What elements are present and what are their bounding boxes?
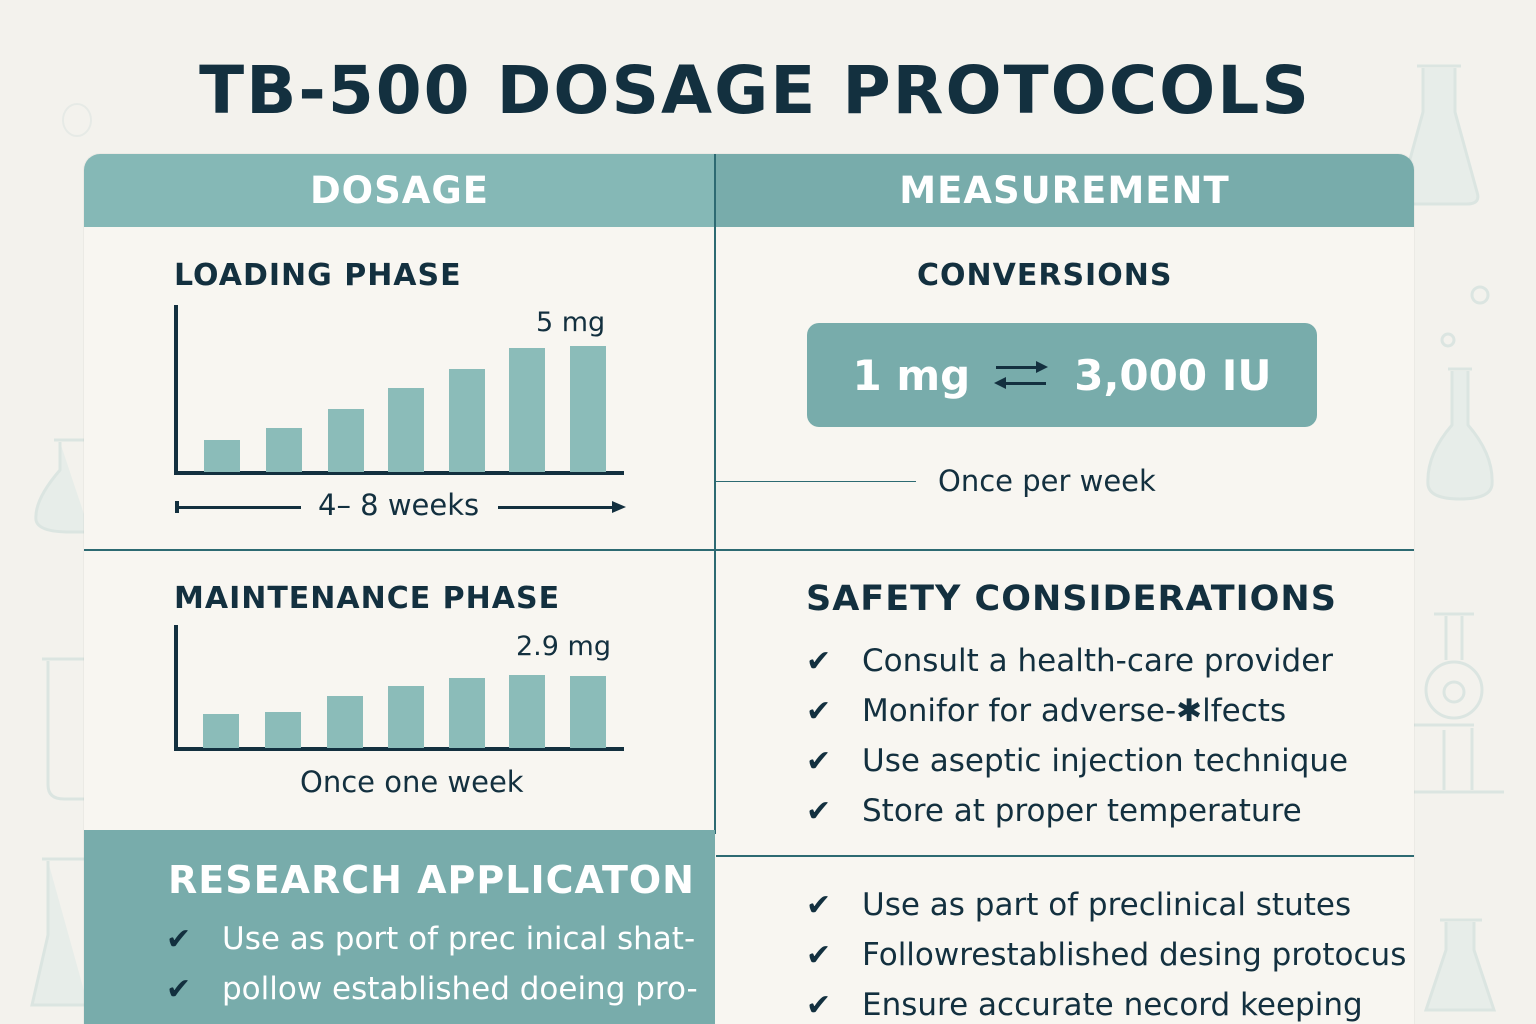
chart-bar bbox=[388, 686, 424, 748]
conversion-mg-value: 1 mg bbox=[852, 350, 971, 400]
x-axis bbox=[174, 471, 624, 475]
list-item-text: Use aseptic injection technique bbox=[862, 743, 1349, 779]
check-icon: ✔ bbox=[806, 693, 832, 729]
flask-decoration-icon bbox=[34, 438, 90, 534]
check-icon: ✔ bbox=[166, 971, 192, 1007]
dosage-column-header: DOSAGE bbox=[84, 154, 715, 227]
check-icon: ✔ bbox=[806, 643, 832, 679]
test-tube-decoration-icon bbox=[42, 657, 88, 801]
range-line-right bbox=[498, 506, 612, 509]
protocol-table: DOSAGE MEASUREMENT LOADING PHASE 5 mg 4–… bbox=[84, 154, 1414, 1024]
chart-bar bbox=[203, 714, 239, 748]
research-application-panel: RESEARCH APPLICATON ✔ Use as port of prec… bbox=[84, 830, 715, 1024]
conversions-title: CONVERSIONS bbox=[917, 258, 1173, 293]
x-axis bbox=[174, 747, 624, 751]
chart-bar bbox=[509, 675, 545, 748]
list-item-text: Consult a health-care provider bbox=[862, 643, 1334, 679]
bubble-decoration-icon bbox=[1440, 332, 1456, 348]
chart-bar bbox=[204, 440, 240, 472]
arrow-right-icon bbox=[612, 501, 626, 513]
flask-decoration-icon bbox=[1423, 918, 1497, 1012]
research-list-left: ✔ Use as port of prec inical shat- ✔ pollo… bbox=[166, 914, 698, 1014]
list-item-text: Ensure accurate necord keeping bbox=[862, 987, 1363, 1023]
chart-bar bbox=[509, 348, 545, 472]
y-axis bbox=[174, 625, 178, 751]
conversion-iu-value: 3,000 IU bbox=[1074, 350, 1272, 400]
measurement-column-header: MEASUREMENT bbox=[715, 154, 1414, 227]
beaker-decoration-icon bbox=[30, 857, 88, 1007]
check-icon: ✔ bbox=[806, 743, 832, 779]
chart-bar bbox=[570, 676, 606, 748]
list-item: ✔ Consult a health-care provider bbox=[806, 636, 1348, 686]
list-item: ✔ Use aseptic injection technique bbox=[806, 736, 1348, 786]
maintenance-phase-chart: 2.9 mg bbox=[174, 625, 624, 753]
maintenance-frequency-label: Once one week bbox=[300, 765, 524, 799]
list-item: ✔ pollow established doeing pro- bbox=[166, 964, 698, 1014]
swap-arrows-icon bbox=[994, 358, 1050, 392]
check-icon: ✔ bbox=[806, 793, 832, 829]
conversion-box: 1 mg 3,000 IU bbox=[807, 323, 1317, 427]
check-icon: ✔ bbox=[806, 987, 832, 1023]
list-item: ✔ Ensure accurate necord keeping bbox=[806, 980, 1406, 1024]
list-item-text: pollow established doeing pro- bbox=[222, 971, 698, 1007]
list-item-text: Use as port of prec inical shat- bbox=[222, 921, 696, 957]
chart-bar bbox=[388, 388, 424, 472]
row-divider bbox=[84, 549, 1414, 551]
loading-phase-title: LOADING PHASE bbox=[174, 258, 462, 293]
check-icon: ✔ bbox=[806, 937, 832, 973]
column-divider bbox=[714, 154, 716, 834]
list-item-text: Store at proper temperature bbox=[862, 793, 1302, 829]
check-icon: ✔ bbox=[166, 921, 192, 957]
loading-duration-label: 4– 8 weeks bbox=[318, 488, 480, 522]
bubble-decoration-icon bbox=[1470, 285, 1490, 305]
row-divider bbox=[716, 855, 1414, 857]
list-item: ✔ Monifor for adverse-✱lfects bbox=[806, 686, 1348, 736]
conversion-frequency-label: Once per week bbox=[938, 464, 1156, 498]
volumetric-flask-decoration-icon bbox=[1426, 367, 1494, 501]
loading-peak-label: 5 mg bbox=[536, 307, 606, 338]
maintenance-phase-title: MAINTENANCE PHASE bbox=[174, 581, 561, 616]
list-item-text: Followrestablished desing protocus bbox=[862, 937, 1407, 973]
chart-bar bbox=[266, 428, 302, 472]
frequency-leader-line bbox=[716, 481, 916, 482]
chart-bar bbox=[449, 678, 485, 748]
flask-stand-decoration-icon bbox=[1414, 612, 1504, 794]
research-application-title: RESEARCH APPLICATON bbox=[168, 858, 695, 902]
chart-bar bbox=[449, 369, 485, 472]
chart-bar bbox=[265, 712, 301, 748]
list-item: ✔ Store at proper temperature bbox=[806, 786, 1348, 836]
page-title: TB-500 DOSAGE PROTOCOLS bbox=[199, 52, 1311, 129]
list-item: ✔ Followrestablished desing protocus bbox=[806, 930, 1406, 980]
list-item: ✔ Use as part of preclinical stutes bbox=[806, 880, 1406, 930]
chart-bar bbox=[327, 696, 363, 748]
loading-phase-chart: 5 mg bbox=[174, 305, 624, 475]
check-icon: ✔ bbox=[806, 887, 832, 923]
y-axis bbox=[174, 305, 178, 475]
safety-list: ✔ Consult a health-care provider ✔ Monifor… bbox=[806, 636, 1348, 836]
list-item: ✔ Use as port of prec inical shat- bbox=[166, 914, 698, 964]
safety-title: SAFETY CONSIDERATIONS bbox=[806, 579, 1337, 619]
chart-bar bbox=[328, 409, 364, 472]
research-list-right: ✔ Use as part of preclinical stutes ✔ Foll… bbox=[806, 880, 1406, 1024]
chart-bar bbox=[570, 346, 606, 472]
list-item-text: Use as part of preclinical stutes bbox=[862, 887, 1352, 923]
list-item-text: Monifor for adverse-✱lfects bbox=[862, 693, 1287, 729]
maintenance-peak-label: 2.9 mg bbox=[516, 631, 611, 662]
range-line-left bbox=[177, 506, 301, 509]
